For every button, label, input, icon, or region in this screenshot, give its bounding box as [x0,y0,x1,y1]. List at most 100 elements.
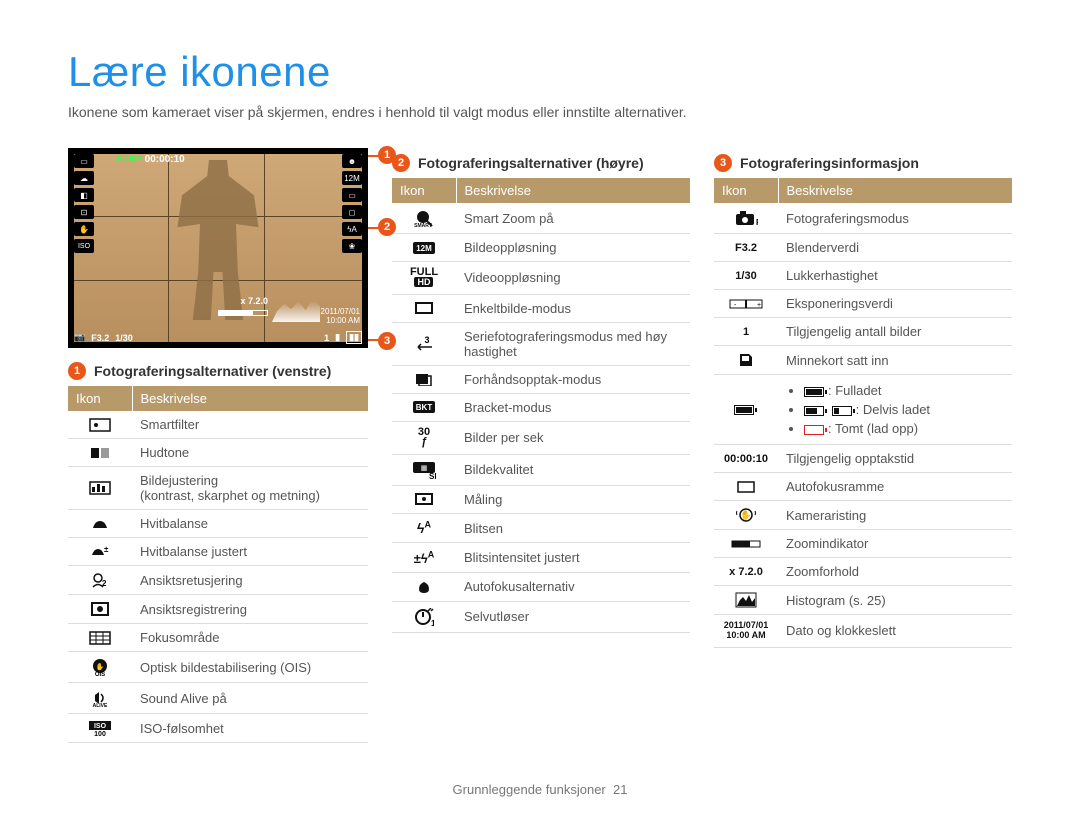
th-desc: Beskrivelse [456,178,690,203]
shake-icon: ✋ [731,507,761,523]
table-row: 3Seriefotograferingsmodus med høy hastig… [392,322,690,365]
svg-text:OIS: OIS [95,672,105,676]
section-heading-mid: 2 Fotograferingsalternativer (høyre) [392,154,690,172]
icon-cell: -+ [714,290,778,318]
battery-empty: : Tomt (lad opp) [804,419,1004,438]
icon-cell [68,467,132,510]
column-middle: 2 Fotograferingsalternativer (høyre) Iko… [392,148,690,743]
table-row: 1Tilgjengelig antall bilder [714,318,1012,346]
svg-text:ISO: ISO [94,723,107,730]
desc-cell: Selvutløser [456,601,690,632]
battery-full: : Fulladet [804,381,1004,400]
icon-cell: 1/30 [714,262,778,290]
desc-cell: Bilder per sek [456,421,690,454]
desc-cell: Ansiktsretusjering [132,566,368,595]
table-row: 2011/07/0110:00 AM Dato og klokkeslett [714,615,1012,648]
table-row: Smartfilter [68,411,368,439]
table-row: ✋OISOptisk bildestabilisering (OIS) [68,652,368,683]
svg-text:100: 100 [94,731,106,736]
icon-cell [68,439,132,467]
icon-cell: ±ϟA [392,543,456,572]
table-row: ±Hvitbalanse justert [68,538,368,566]
icon-cell [714,473,778,501]
xzoom-label: x 7.2.0 [240,296,268,306]
desc-cell: Hudtone [132,439,368,467]
bracket-icon: BKT [409,400,439,414]
svg-text:P: P [756,218,758,227]
desc-cell: Optisk bildestabilisering (OIS) [132,652,368,683]
desc-cell: Bildeoppløsning [456,234,690,262]
table-row: 30ƒ Bilder per sek [392,421,690,454]
desc-cell: Lukkerhastighet [778,262,1012,290]
callout-3: 3 [378,332,396,350]
page-footer: Grunnleggende funksjoner 21 [0,782,1080,797]
table-row: ±ϟABlitsintensitet justert [392,543,690,572]
desc-cell: Autofokusramme [778,473,1012,501]
desc-cell: Minnekort satt inn [778,346,1012,375]
icon-cell: 10 [392,601,456,632]
desc-cell: Smart Zoom på [456,203,690,234]
smartfilter-icon [85,418,115,432]
facedetect-icon [85,601,115,617]
battery-icon [731,404,761,416]
section-title-2: Fotograferingsalternativer (høyre) [418,155,644,171]
table-row: 00:00:10Tilgjengelig opptakstid [714,445,1012,473]
datetime-icon: 2011/07/0110:00 AM [724,621,769,641]
desc-cell: Fokusområde [132,624,368,652]
faceretouch-icon: 2 [85,572,115,588]
section-heading-left: 1 Fotograferingsalternativer (venstre) [68,362,368,380]
table-row: Hvitbalanse [68,510,368,538]
table-row: Autofokusalternativ [392,572,690,601]
adjust-icon [85,481,115,495]
table-row: ✋Kameraristing [714,501,1012,530]
desc-cell: Videooppløsning [456,262,690,295]
desc-cell: Tilgjengelig opptakstid [778,445,1012,473]
icon-cell: FULLHD [392,262,456,295]
table-row: Autofokusramme [714,473,1012,501]
icon-cell [714,530,778,558]
icon-cell [68,510,132,538]
icon-cell [714,346,778,375]
content-columns: ▭☁◧ ⊡✋ISO ☻12M▭ ◻ϟA❀ STBY00:00:10 x 7.2.… [68,148,1012,743]
tbody-right: PFotograferingsmodusF3.2Blenderverdi 1/30… [714,203,1012,647]
wbadj-icon: ± [85,545,115,559]
table-row: ϟABlitsen [392,513,690,543]
svg-text:±: ± [104,545,109,554]
table-row: 2 Ansiktsretusjering [68,566,368,595]
fps30-icon: 30ƒ [409,428,439,448]
table-left: Ikon Beskrivelse SmartfilterHudtoneBilde… [68,386,368,743]
th-icon: Ikon [392,178,456,203]
desc-cell: Dato og klokkeslett [778,615,1012,648]
icon-cell: F3.2 [714,234,778,262]
shutter-icon: 1/30 [731,270,761,282]
icon-cell: BKT [392,393,456,421]
column-right: 3 Fotograferingsinformasjon Ikon Beskriv… [714,148,1012,743]
table-row: ISO100 ISO-følsomhet [68,714,368,743]
callout-1: 1 [378,146,396,164]
icon-cell: ✋OIS [68,652,132,683]
table-right: Ikon Beskrivelse PFotograferingsmodusF3.… [714,178,1012,648]
page-title: Lære ikonene [68,48,1012,96]
icon-cell [392,294,456,322]
icon-cell: P [714,203,778,234]
desc-cell: Eksponeringsverdi [778,290,1012,318]
page-subtitle: Ikonene som kameraet viser på skjermen, … [68,104,1012,120]
desc-cell: ISO-følsomhet [132,714,368,743]
icon-cell [68,595,132,624]
column-left: ▭☁◧ ⊡✋ISO ☻12M▭ ◻ϟA❀ STBY00:00:10 x 7.2.… [68,148,368,743]
desc-cell: Blenderverdi [778,234,1012,262]
table-row: Zoomindikator [714,530,1012,558]
icon-cell [392,365,456,393]
section-num-3: 3 [714,154,732,172]
table-row: PFotograferingsmodus [714,203,1012,234]
svg-text:SMART: SMART [414,223,432,227]
svg-text:SF: SF [429,472,436,479]
smartzoom-icon: SMART [409,209,439,227]
flashadj-icon: ±ϟA [409,549,439,565]
table-row: Minnekort satt inn [714,346,1012,375]
flash-icon: ϟA [409,520,439,537]
icon-cell: SMART [392,203,456,234]
table-row: Hudtone [68,439,368,467]
svg-text:10: 10 [431,619,434,626]
macro-icon [409,579,439,595]
